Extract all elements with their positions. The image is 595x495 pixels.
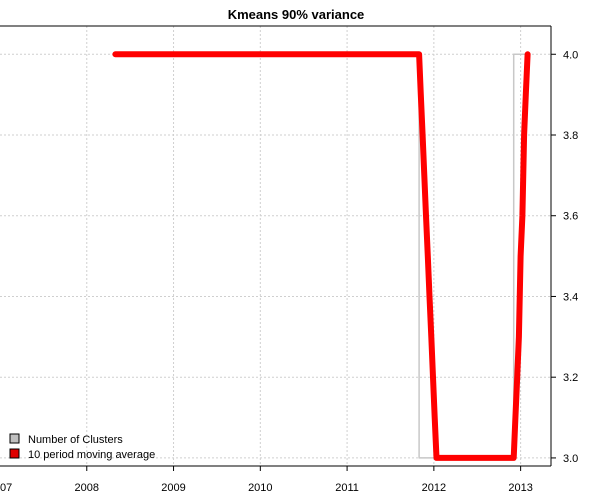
x-tick-label-2009: 2009 [161,482,185,494]
y-tick-label-3.6: 3.6 [563,211,578,223]
y-tick-label-3.2: 3.2 [563,372,578,384]
legend: Number of Clusters 10 period moving aver… [9,433,155,461]
series-line-moving-average [112,51,531,461]
legend-swatch-moving-average [9,448,20,459]
y-tick-label-3.4: 3.4 [563,291,578,303]
y-tick-label-3.8: 3.8 [563,130,578,142]
x-tick-label-2008: 2008 [75,482,99,494]
legend-label-moving-average: 10 period moving average [28,449,155,461]
y-tick-label-4.0: 4.0 [563,49,578,61]
axes [0,25,552,467]
y-tick-label-3.0: 3.0 [563,453,578,465]
chart-title: Kmeans 90% variance [228,7,365,22]
legend-swatch-number-of-clusters [9,433,20,444]
series-group [112,51,531,461]
ticks: 2007 2008 2009 2010 2011 2012 2013 3.0 3.2 3.4 3.6… [0,49,578,494]
x-tick-label-2013: 2013 [508,482,532,494]
x-tick-label-2007: 2007 [0,482,12,494]
x-tick-label-2011: 2011 [335,482,359,494]
x-tick-label-2012: 2012 [422,482,446,494]
legend-label-number-of-clusters: Number of Clusters [28,434,123,446]
x-tick-label-2010: 2010 [248,482,272,494]
series-line-number-of-clusters [114,53,529,459]
grid [0,26,551,466]
